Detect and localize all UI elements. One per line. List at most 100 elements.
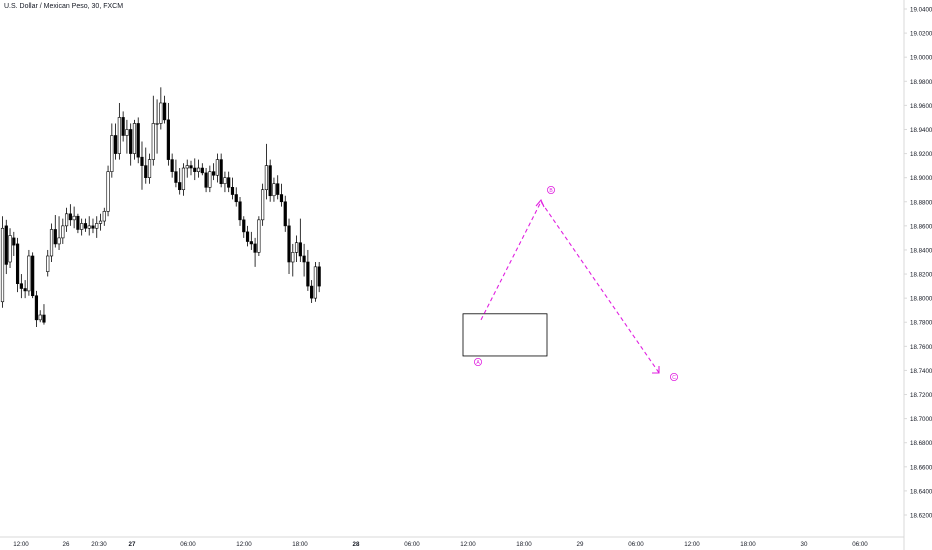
wave-label: C (672, 375, 676, 381)
candle-body-down (170, 159, 174, 172)
candle-body-down (189, 165, 193, 169)
candle (294, 235, 299, 262)
x-tick-label: 18:00 (740, 541, 756, 548)
y-tick-label: 18.66000 (910, 464, 932, 471)
candle (166, 102, 170, 166)
candle-body-down (15, 243, 20, 284)
candle (170, 153, 174, 178)
y-tick-label: 18.80000 (910, 296, 932, 303)
candle-body-down (253, 243, 257, 253)
arrowhead-down (652, 366, 660, 374)
x-tick-label: 06:00 (404, 541, 420, 548)
wave-label-circle (473, 357, 482, 366)
candle (245, 225, 250, 247)
candle-body-down (298, 242, 302, 257)
wave-label-circle (547, 185, 556, 194)
candle-body-up (147, 159, 152, 178)
candle-body-up (208, 171, 212, 188)
candle-body-down (283, 201, 287, 227)
candle-body-up (151, 123, 155, 160)
x-tick-label: 18:00 (292, 541, 308, 548)
candle-body-up (49, 229, 54, 257)
candle-body-up (215, 159, 219, 176)
candle (0, 216, 5, 308)
y-tick-label: 18.94000 (910, 127, 932, 134)
candle-body-up (313, 266, 318, 299)
candle-body-down (306, 261, 310, 287)
candle-body-down (279, 194, 284, 203)
candle-body-down (238, 201, 242, 221)
y-tick-label: 18.72000 (910, 392, 932, 399)
candle (144, 147, 148, 184)
candle-body-down (136, 123, 140, 158)
candle (291, 243, 295, 277)
candle-body-up (46, 255, 50, 272)
candle (178, 168, 182, 195)
candle-body-down (34, 295, 39, 321)
candle-body-down (230, 187, 235, 195)
candle (268, 159, 272, 202)
candle (238, 196, 242, 226)
y-tick-label: 18.92000 (910, 151, 932, 158)
candle-body-up (64, 213, 69, 227)
candle (163, 95, 167, 124)
candle-body-up (57, 237, 61, 245)
candle-body-down (19, 283, 23, 289)
y-tick-label: 18.96000 (910, 103, 932, 110)
candle-body-down (114, 135, 118, 154)
y-tick-label: 18.84000 (910, 247, 932, 254)
y-tick-label: 18.74000 (910, 368, 932, 375)
candle-body-up (291, 252, 295, 263)
y-tick-label: 18.86000 (910, 223, 932, 230)
candle-body-up (61, 225, 65, 239)
candle-body-up (110, 135, 114, 172)
candle (242, 216, 246, 238)
candle (121, 111, 125, 142)
candle (136, 117, 140, 164)
candle-body-up (159, 102, 163, 124)
y-tick-label: 18.90000 (910, 175, 932, 182)
candle (8, 228, 12, 269)
candle (181, 163, 186, 196)
candle (23, 280, 27, 299)
candle-body-up (181, 167, 186, 191)
candle (95, 216, 99, 238)
x-tick-label: 27 (129, 541, 136, 548)
candle (272, 177, 276, 202)
candle (212, 163, 216, 181)
candle (87, 216, 91, 236)
candle-body-down (276, 183, 280, 195)
candle-body-down (42, 314, 46, 323)
candle-body-down (140, 156, 144, 166)
candle (159, 87, 163, 130)
candle (140, 141, 144, 190)
candle (72, 206, 76, 229)
candle-body-up (95, 223, 99, 229)
y-tick-label: 18.98000 (910, 79, 932, 86)
x-tick-label: 06:00 (628, 541, 644, 548)
candle (61, 218, 65, 244)
candle (257, 216, 261, 256)
candle (264, 143, 269, 200)
candle-body-down (302, 255, 306, 263)
candle (253, 237, 257, 267)
candle-body-up (294, 242, 299, 253)
candle-body-down (53, 229, 57, 245)
x-tick-label: 30 (801, 541, 808, 548)
candle-body-up (264, 165, 269, 191)
candle-body-down (31, 255, 35, 297)
candle (287, 218, 291, 275)
y-tick-label: 18.78000 (910, 320, 932, 327)
y-tick-label: 18.88000 (910, 199, 932, 206)
candle (310, 280, 314, 303)
candle (34, 290, 39, 328)
candle (15, 237, 20, 293)
candle-body-up (80, 223, 84, 230)
candle-body-down (163, 102, 167, 121)
candle (57, 216, 61, 250)
candle-body-down (234, 194, 238, 203)
candle (219, 153, 223, 188)
x-tick-label: 12:00 (13, 541, 29, 548)
